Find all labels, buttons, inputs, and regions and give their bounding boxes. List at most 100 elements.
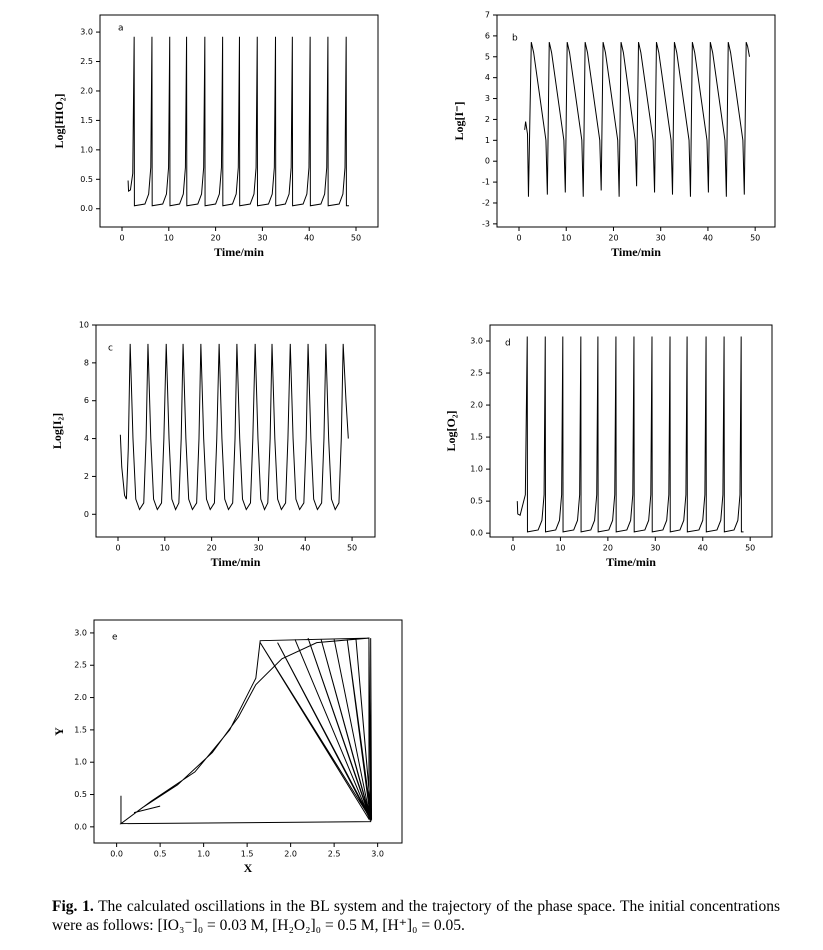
data-line — [119, 343, 349, 511]
panel-label: a — [118, 24, 124, 34]
y-axis-title: Y — [52, 727, 66, 736]
y-tick-label: 1 — [485, 136, 490, 145]
plot-frame — [489, 324, 773, 538]
y-axis-title: Log[O₂] — [444, 411, 458, 452]
x-tick-label: 40 — [698, 544, 708, 553]
plot-frame — [95, 324, 376, 538]
x-tick-label: 1.0 — [197, 850, 210, 859]
x-tick-label: 40 — [300, 544, 310, 553]
figure: 0 10 20 30 40 500.00.51.01.52.02.53.0 aTime/mi… — [50, 11, 776, 875]
x-axis-title: X — [244, 861, 253, 875]
x-tick-label: 1.5 — [241, 850, 254, 859]
y-tick-label: 2 — [485, 115, 490, 124]
x-tick-label: 0 — [115, 544, 120, 553]
y-axis-title: Log[I₂] — [50, 413, 64, 449]
caption-text: The calculated oscillations in the BL sy… — [52, 898, 780, 934]
y-tick-label: 0 — [485, 157, 490, 166]
x-tick-label: 40 — [304, 234, 314, 243]
x-tick-label: 0 — [516, 234, 521, 243]
y-tick-label: -1 — [482, 178, 490, 187]
panel: 0.0 0.5 1.0 1.5 2.0 2.5 3.0 0.0 0.5 1.0 1.5 2.0 2.5 3… — [52, 619, 403, 875]
y-tick-label: 8 — [84, 358, 89, 367]
y-tick-label: 0.5 — [74, 790, 87, 799]
y-tick-label: 0.0 — [80, 204, 93, 213]
x-tick-label: 30 — [257, 234, 267, 243]
plot-frame — [496, 14, 776, 228]
y-tick-label: 1.0 — [74, 758, 87, 767]
x-tick-label: 30 — [253, 544, 263, 553]
y-tick-label: 10 — [79, 321, 89, 330]
x-tick-label: 20 — [608, 234, 618, 243]
data-line — [119, 637, 373, 825]
x-axis-title: Time/min — [606, 555, 656, 569]
y-tick-label: 0.5 — [80, 175, 93, 184]
data-line — [524, 41, 750, 197]
y-tick-label: 3 — [485, 94, 490, 103]
x-tick-label: 50 — [347, 544, 357, 553]
y-axis-title: Log[I⁻] — [452, 101, 466, 140]
x-tick-label: 20 — [603, 544, 613, 553]
y-tick-label: -2 — [482, 198, 490, 207]
panel-label: b — [512, 34, 518, 44]
y-tick-label: 2.0 — [74, 693, 87, 702]
x-tick-label: 10 — [164, 234, 174, 243]
y-tick-label: 7 — [485, 11, 490, 20]
y-tick-label: 2.5 — [80, 57, 93, 66]
y-tick-label: 3.0 — [80, 28, 93, 37]
y-tick-label: 1.5 — [80, 116, 93, 125]
panel-label: d — [505, 339, 511, 349]
y-tick-label: 3.0 — [74, 628, 87, 637]
y-tick-label: 1.5 — [470, 433, 483, 442]
y-tick-label: 0.5 — [470, 497, 483, 506]
y-tick-label: 2.5 — [74, 661, 87, 670]
x-axis-title: Time/min — [211, 555, 261, 569]
x-tick-label: 40 — [703, 234, 713, 243]
x-tick-label: 0.0 — [110, 850, 123, 859]
y-tick-label: 1.0 — [470, 465, 483, 474]
x-axis-title: Time/min — [611, 245, 661, 259]
plot-frame — [99, 14, 379, 228]
y-tick-label: 5 — [485, 52, 490, 61]
panel-label: e — [112, 633, 118, 643]
x-tick-label: 10 — [160, 544, 170, 553]
y-tick-label: 4 — [485, 73, 490, 82]
y-tick-label: 6 — [485, 31, 490, 40]
caption: Fig. 1. The calculated oscillations in t… — [52, 897, 780, 935]
x-tick-label: 10 — [555, 544, 565, 553]
data-line — [516, 336, 744, 533]
y-tick-label: 0.0 — [74, 822, 87, 831]
x-tick-label: 50 — [351, 234, 361, 243]
x-tick-label: 3.0 — [371, 850, 384, 859]
x-tick-label: 0 — [510, 544, 515, 553]
y-tick-label: 0.0 — [470, 529, 483, 538]
y-tick-label: 4 — [84, 434, 89, 443]
y-tick-label: 2 — [84, 472, 89, 481]
x-tick-label: 20 — [211, 234, 221, 243]
y-tick-label: 2.0 — [470, 401, 483, 410]
x-tick-label: 50 — [745, 544, 755, 553]
panel: 0 10 20 30 40 50 0.0 0.5 1.0 1.5 2.0 2.5 3.0 a Time/mi… — [52, 14, 379, 259]
x-tick-label: 20 — [207, 544, 217, 553]
y-tick-label: 2.0 — [80, 86, 93, 95]
data-line — [127, 36, 349, 207]
x-tick-label: 30 — [656, 234, 666, 243]
y-tick-label: 3.0 — [470, 337, 483, 346]
y-tick-label: 6 — [84, 396, 89, 405]
panel: 0 10 20 30 40 50 -3 -2 -1 0 1 2 3 4 5 6 7 b Time/min Log[I⁻… — [452, 11, 776, 259]
y-tick-label: 2.5 — [470, 369, 483, 378]
x-tick-label: 10 — [561, 234, 571, 243]
panel: 0 10 20 30 40 50 0.0 0.5 1.0 1.5 2.0 2.5 3.0 d Time/mi… — [444, 324, 773, 569]
panel: 0 10 20 30 40 50 0 2 4 6 8 10 c Time/min Log[I₂] — [50, 321, 376, 569]
x-axis-title: Time/min — [214, 245, 264, 259]
x-tick-label: 2.5 — [328, 850, 341, 859]
plot-frame — [93, 619, 403, 844]
panel-label: c — [108, 344, 113, 354]
y-tick-label: -3 — [482, 219, 490, 228]
caption-label: Fig. 1. — [52, 898, 94, 915]
x-tick-label: 30 — [650, 544, 660, 553]
x-tick-label: 2.0 — [284, 850, 297, 859]
y-tick-label: 1.5 — [74, 725, 87, 734]
y-tick-label: 0 — [84, 510, 89, 519]
x-tick-label: 0 — [119, 234, 124, 243]
